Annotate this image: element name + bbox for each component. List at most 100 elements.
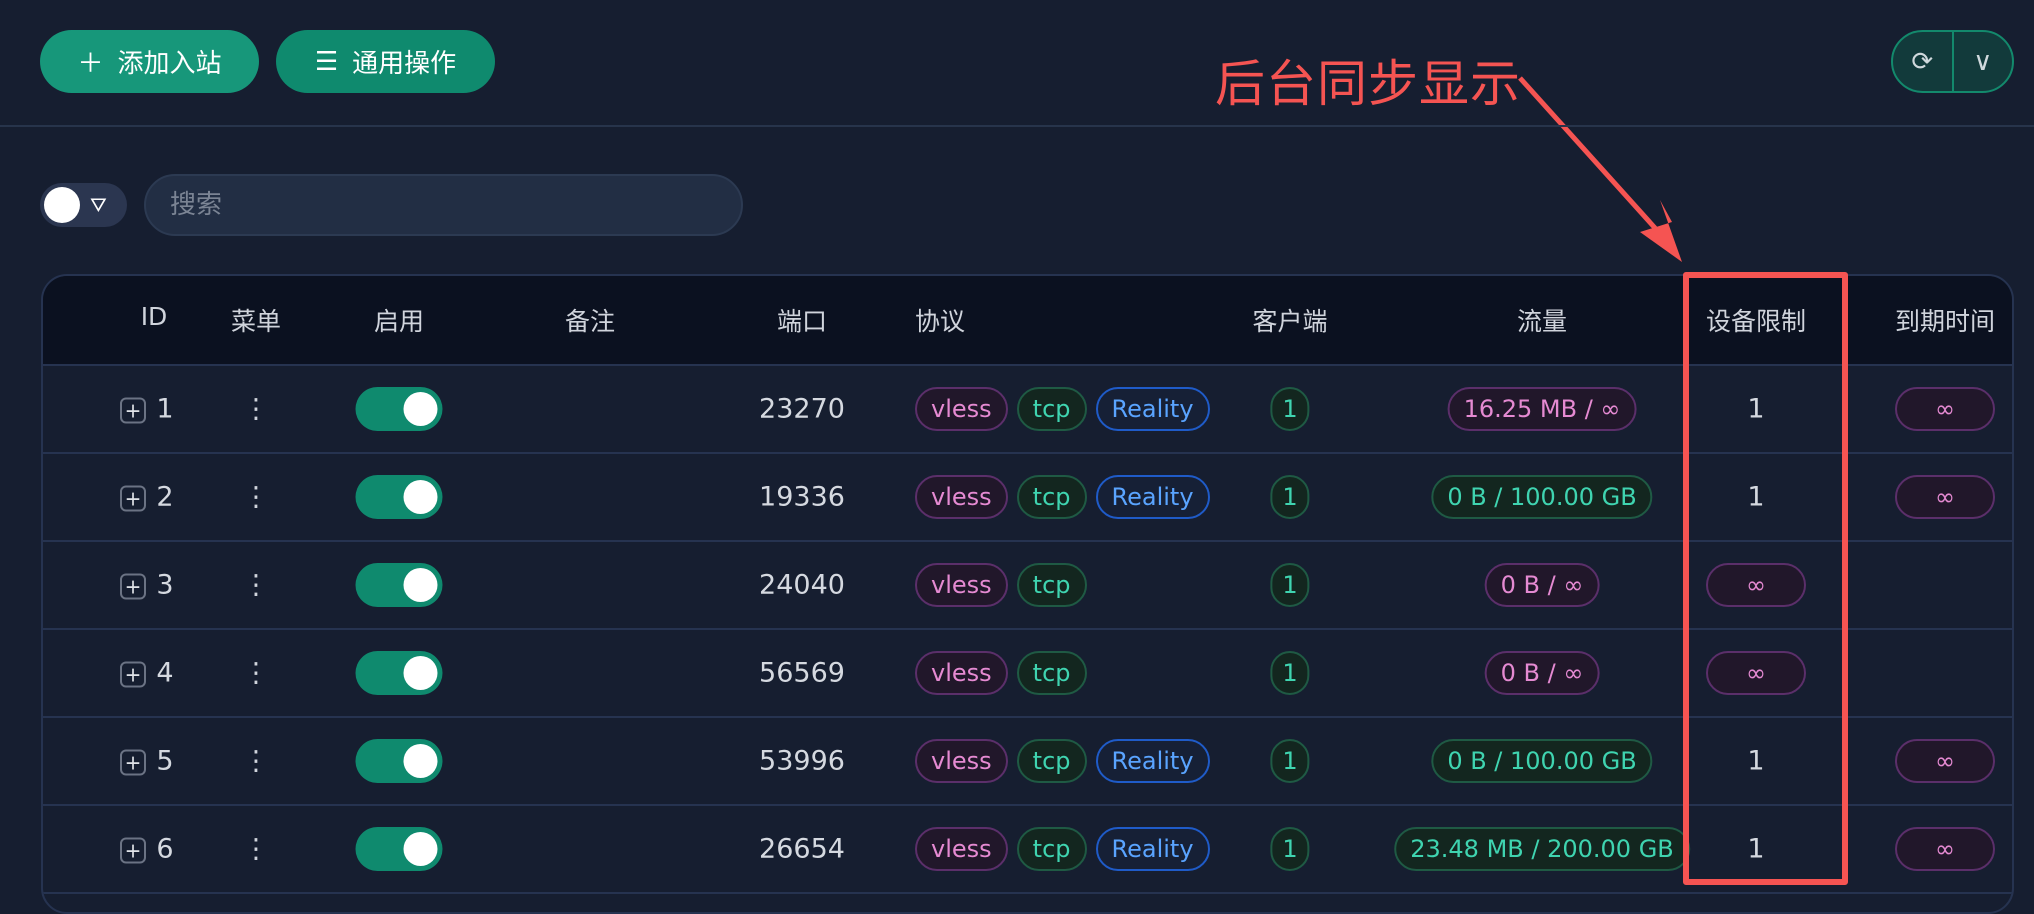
enable-switch[interactable] — [355, 739, 443, 783]
column-header[interactable]: 菜单 — [230, 307, 282, 336]
protocol-tag: tcp — [1016, 827, 1087, 871]
protocol-tag: tcp — [1016, 475, 1087, 519]
client-count[interactable]: 1 — [1270, 563, 1310, 607]
more-vertical-icon[interactable]: ⋮ — [242, 657, 270, 689]
protocol-tags: vless tcp — [915, 563, 1087, 607]
client-count[interactable]: 1 — [1270, 651, 1310, 695]
search-input[interactable] — [144, 174, 743, 236]
client-count[interactable]: 1 — [1270, 827, 1310, 871]
protocol-tags: vless tcp — [915, 651, 1087, 695]
table-row: + 4 ⋮ 56569 vless tcp 1 0 B / ∞ ∞ — [43, 630, 2012, 718]
port: 19336 — [759, 481, 845, 513]
device-limit: 1 — [1747, 393, 1765, 425]
expiry: ∞ — [1895, 475, 1995, 519]
refresh-icon: ⟳ — [1911, 46, 1934, 77]
expand-icon[interactable]: + — [120, 658, 146, 689]
table-row: + 1 ⋮ 23270 vless tcp Reality 1 16.25 MB /… — [43, 366, 2012, 454]
enable-switch[interactable] — [355, 475, 443, 519]
protocol-tag: tcp — [1016, 563, 1087, 607]
device-limit: 1 — [1747, 481, 1765, 513]
column-header[interactable]: 端口 — [776, 307, 828, 336]
column-header[interactable]: 客户端 — [1252, 307, 1328, 336]
row-id: 2 — [156, 481, 174, 513]
highlight-box — [1683, 272, 1848, 885]
traffic: 0 B / 100.00 GB — [1431, 739, 1653, 783]
row-id: 4 — [156, 657, 174, 689]
traffic: 0 B / ∞ — [1484, 651, 1600, 695]
column-header[interactable]: ID — [140, 302, 168, 331]
enable-switch[interactable] — [355, 827, 443, 871]
port: 53996 — [759, 745, 845, 777]
refresh-dropdown-button[interactable]: ∨ — [1954, 32, 2013, 91]
protocol-tag: Reality — [1095, 475, 1210, 519]
protocol-tag: vless — [915, 739, 1008, 783]
protocol-tag: vless — [915, 475, 1008, 519]
row-id: 5 — [156, 745, 174, 777]
protocol-tag: vless — [915, 651, 1008, 695]
device-limit: 1 — [1747, 833, 1765, 865]
expiry: ∞ — [1895, 387, 1995, 431]
column-header[interactable]: 到期时间 — [1894, 307, 1996, 336]
more-vertical-icon[interactable]: ⋮ — [242, 833, 270, 865]
protocol-tag: vless — [915, 563, 1008, 607]
client-count[interactable]: 1 — [1270, 475, 1310, 519]
expiry: ∞ — [1895, 739, 1995, 783]
refresh-button[interactable]: ⟳ — [1893, 32, 1954, 91]
client-count[interactable]: 1 — [1270, 739, 1310, 783]
device-limit: ∞ — [1706, 651, 1806, 695]
more-vertical-icon[interactable]: ⋮ — [242, 393, 270, 425]
protocol-tag: vless — [915, 387, 1008, 431]
row-id: 3 — [156, 569, 174, 601]
protocol-tag: Reality — [1095, 827, 1210, 871]
more-vertical-icon[interactable]: ⋮ — [242, 481, 270, 513]
port: 24040 — [759, 569, 845, 601]
column-header[interactable]: 设备限制 — [1705, 307, 1807, 336]
traffic: 23.48 MB / 200.00 GB — [1394, 827, 1690, 871]
general-actions-button[interactable]: ☰ 通用操作 — [276, 30, 495, 93]
port: 23270 — [759, 393, 845, 425]
enable-switch[interactable] — [355, 387, 443, 431]
more-vertical-icon[interactable]: ⋮ — [242, 745, 270, 777]
filter-icon: ⛛ — [90, 193, 107, 217]
table-row: + 2 ⋮ 19336 vless tcp Reality 1 0 B / 100.… — [43, 454, 2012, 542]
expand-icon[interactable]: + — [120, 746, 146, 777]
enable-switch[interactable] — [355, 563, 443, 607]
column-header[interactable]: 备注 — [564, 307, 616, 336]
column-header[interactable]: 协议 — [915, 307, 966, 336]
traffic: 16.25 MB / ∞ — [1447, 387, 1637, 431]
column-header[interactable]: 流量 — [1516, 307, 1568, 336]
protocol-tags: vless tcp Reality — [915, 475, 1210, 519]
port: 26654 — [759, 833, 845, 865]
filter-toggle[interactable]: ⛛ — [40, 183, 127, 227]
client-count[interactable]: 1 — [1270, 387, 1310, 431]
protocol-tags: vless tcp Reality — [915, 827, 1210, 871]
row-id: 6 — [156, 833, 174, 865]
annotation-arrow — [1518, 76, 1682, 262]
row-id: 1 — [156, 393, 174, 425]
column-header[interactable]: 启用 — [373, 307, 425, 336]
expiry: ∞ — [1895, 827, 1995, 871]
device-limit: ∞ — [1706, 563, 1806, 607]
table-row: + 3 ⋮ 24040 vless tcp 1 0 B / ∞ ∞ — [43, 542, 2012, 630]
protocol-tag: Reality — [1095, 387, 1210, 431]
table-row: + 5 ⋮ 53996 vless tcp Reality 1 0 B / 100.… — [43, 718, 2012, 806]
protocol-tag: tcp — [1016, 651, 1087, 695]
expand-icon[interactable]: + — [120, 834, 146, 865]
add-inbound-button[interactable]: ＋添加入站 — [40, 30, 259, 93]
expand-icon[interactable]: + — [120, 570, 146, 601]
expand-icon[interactable]: + — [120, 394, 146, 425]
protocol-tags: vless tcp Reality — [915, 739, 1210, 783]
expand-icon[interactable]: + — [120, 482, 146, 513]
menu-icon: ☰ — [314, 46, 339, 76]
chevron-down-icon: ∨ — [1973, 46, 1993, 77]
toggle-knob — [44, 187, 80, 223]
plus-icon: ＋ — [77, 48, 104, 78]
more-vertical-icon[interactable]: ⋮ — [242, 569, 270, 601]
traffic: 0 B / ∞ — [1484, 563, 1600, 607]
enable-switch[interactable] — [355, 651, 443, 695]
divider — [0, 125, 2034, 127]
protocol-tag: vless — [915, 827, 1008, 871]
protocol-tag: tcp — [1016, 739, 1087, 783]
refresh-group: ⟳ ∨ — [1891, 30, 2014, 93]
protocol-tags: vless tcp Reality — [915, 387, 1210, 431]
